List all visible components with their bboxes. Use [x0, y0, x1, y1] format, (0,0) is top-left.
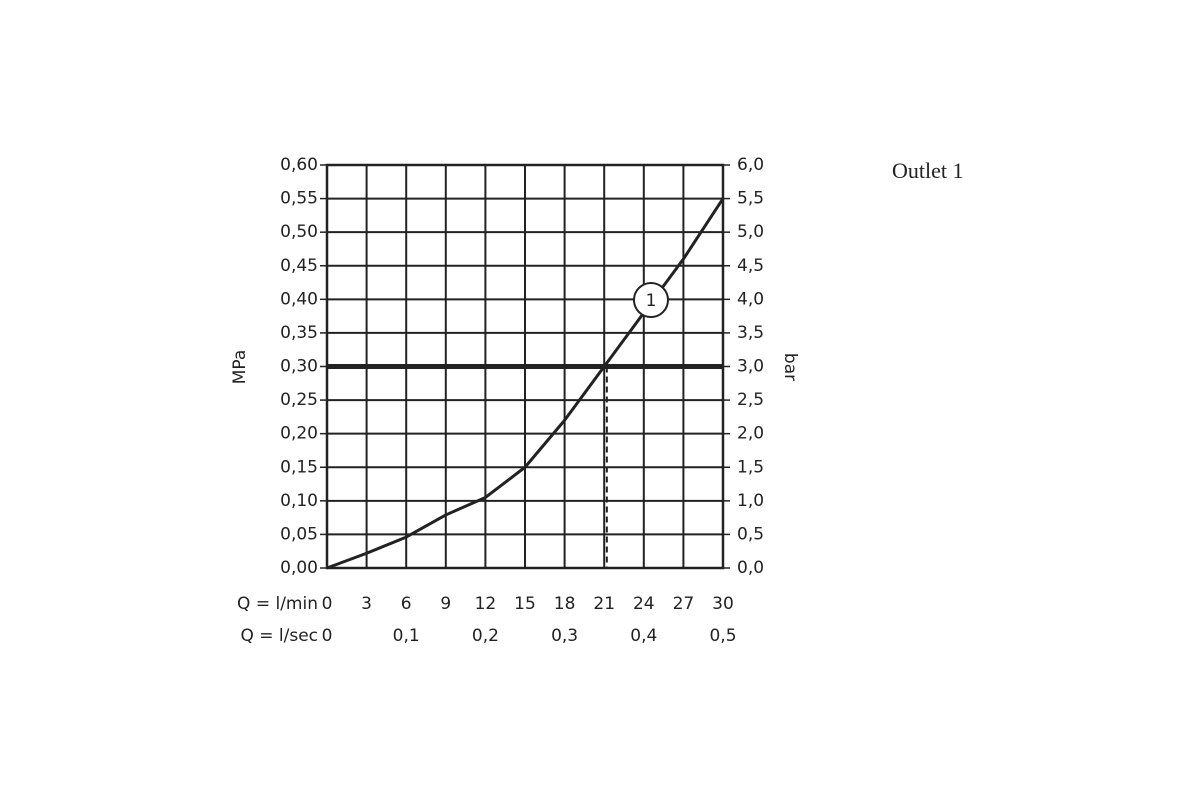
- y2-tick-label: 5,0: [737, 222, 764, 242]
- x2-axis-label: Q = l/sec: [240, 626, 318, 646]
- y2-tick-label: 0,5: [737, 524, 764, 544]
- y2-tick-label: 3,0: [737, 357, 764, 377]
- y-tick-label: 0,30: [280, 357, 318, 377]
- outlet-label: Outlet 1: [892, 158, 964, 183]
- y-axis-label: MPa: [230, 350, 250, 385]
- y2-tick-label: 2,0: [737, 424, 764, 444]
- y-tick-label: 0,40: [280, 289, 318, 309]
- y-tick-label: 0,60: [280, 155, 318, 175]
- x-tick-label: 27: [673, 594, 695, 614]
- y-tick-label: 0,55: [280, 189, 318, 209]
- x2-tick-label: 0: [322, 626, 333, 646]
- x-tick-label: 9: [440, 594, 451, 614]
- y2-tick-label: 6,0: [737, 155, 764, 175]
- y-tick-label: 0,15: [280, 457, 318, 477]
- x-axis-label: Q = l/min: [237, 594, 318, 614]
- y2-tick-label: 1,0: [737, 491, 764, 511]
- y2-tick-label: 5,5: [737, 189, 764, 209]
- y2-tick-label: 2,5: [737, 390, 764, 410]
- x2-tick-label: 0,4: [630, 626, 657, 646]
- y-tick-label: 0,50: [280, 222, 318, 242]
- x2-tick-label: 0,1: [393, 626, 420, 646]
- x-tick-label: 18: [554, 594, 576, 614]
- y-tick-label: 0,10: [280, 491, 318, 511]
- y-tick-label: 0,35: [280, 323, 318, 343]
- callout-circle: [633, 282, 669, 318]
- x-tick-label: 24: [633, 594, 655, 614]
- y-tick-label: 0,05: [280, 524, 318, 544]
- x-tick-label: 0: [322, 594, 333, 614]
- y2-tick-label: 4,0: [737, 289, 764, 309]
- x-tick-label: 3: [361, 594, 372, 614]
- x-tick-label: 6: [401, 594, 412, 614]
- x2-tick-label: 0,3: [551, 626, 578, 646]
- x-tick-label: 15: [514, 594, 536, 614]
- y-tick-label: 0,45: [280, 256, 318, 276]
- y2-tick-label: 4,5: [737, 256, 764, 276]
- plot-frame: [325, 163, 725, 570]
- y2-tick-label: 0,0: [737, 558, 764, 578]
- y2-tick-label: 3,5: [737, 323, 764, 343]
- x2-tick-label: 0,5: [709, 626, 736, 646]
- y-tick-label: 0,25: [280, 390, 318, 410]
- y2-tick-label: 1,5: [737, 457, 764, 477]
- y-tick-label: 0,00: [280, 558, 318, 578]
- y-tick-label: 0,20: [280, 424, 318, 444]
- x-tick-label: 21: [593, 594, 615, 614]
- x-tick-label: 12: [475, 594, 497, 614]
- x2-tick-label: 0,2: [472, 626, 499, 646]
- callout-label: 1: [646, 291, 657, 311]
- y2-axis-label: bar: [780, 353, 800, 381]
- x-tick-label: 30: [712, 594, 734, 614]
